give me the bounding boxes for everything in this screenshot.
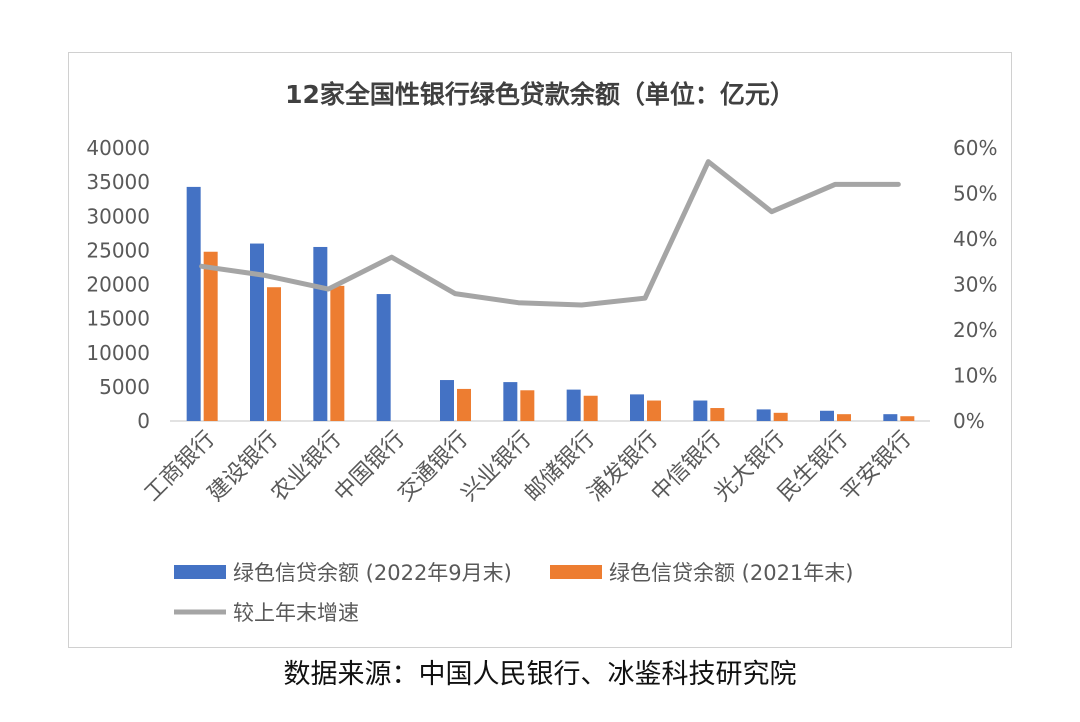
y-left-tick-label: 0 — [137, 409, 150, 433]
legend-swatch-2021 — [550, 565, 602, 579]
legend-label-2021: 绿色信贷余额 (2021年末) — [609, 561, 854, 585]
y-right-tick-label: 40% — [953, 227, 997, 251]
y-right-tick-label: 50% — [953, 182, 997, 206]
bar-2022 — [376, 294, 391, 421]
y-right-tick-label: 20% — [953, 318, 997, 342]
y-left-tick-label: 15000 — [86, 307, 150, 331]
bar-2021 — [267, 287, 281, 421]
y-left-tick-label: 30000 — [86, 204, 150, 228]
bar-2022 — [820, 410, 834, 421]
growth-rate-line — [199, 159, 901, 308]
y-left-tick-label: 20000 — [86, 273, 150, 297]
bar-2021 — [203, 251, 218, 421]
x-category-label: 平安银行 — [837, 427, 917, 507]
y-right-tick-label: 30% — [953, 273, 997, 297]
y-right-tick-label: 10% — [953, 364, 997, 388]
y-left-tick-label: 10000 — [86, 341, 150, 365]
chart-frame — [68, 52, 1012, 648]
bar-2022 — [250, 243, 264, 421]
bar-2022 — [566, 389, 581, 421]
legend-label-2022: 绿色信贷余额 (2022年9月末) — [233, 561, 512, 585]
legend-swatch-2022 — [174, 565, 226, 579]
bar-2021 — [520, 390, 535, 421]
bar-2022 — [883, 414, 898, 421]
chart: 12家全国性银行绿色贷款余额（单位：亿元） 0 5000 10000 15000 2000… — [86, 80, 997, 625]
bar-2021 — [773, 412, 788, 421]
source-note: 数据来源：中国人民银行、冰鉴科技研究院 — [283, 659, 797, 690]
y-left-tick-label: 35000 — [86, 170, 150, 194]
bar-2022 — [756, 409, 771, 421]
y-left-tick-label: 40000 — [86, 136, 150, 160]
bar-2021 — [330, 285, 345, 421]
y-right-tick-label: 0% — [953, 409, 985, 433]
bar-2022 — [313, 246, 328, 421]
y-right-tick-label: 60% — [953, 136, 997, 160]
chart-title: 12家全国性银行绿色贷款余额（单位：亿元） — [285, 80, 795, 109]
bar-2021 — [583, 395, 598, 421]
bar-2021 — [710, 408, 725, 421]
y-left-tick-label: 5000 — [99, 375, 150, 399]
bar-2021 — [457, 388, 471, 421]
bar-2022 — [503, 382, 518, 421]
bar-2021 — [837, 414, 851, 421]
bar-2022 — [693, 400, 708, 421]
bar-2021 — [900, 416, 915, 421]
y-left-tick-label: 25000 — [86, 238, 150, 262]
bar-2022 — [630, 394, 644, 421]
legend-label-growth: 较上年末增速 — [233, 601, 359, 625]
bar-2021 — [647, 400, 661, 421]
bar-2022 — [440, 380, 454, 421]
bar-2022 — [186, 186, 201, 421]
